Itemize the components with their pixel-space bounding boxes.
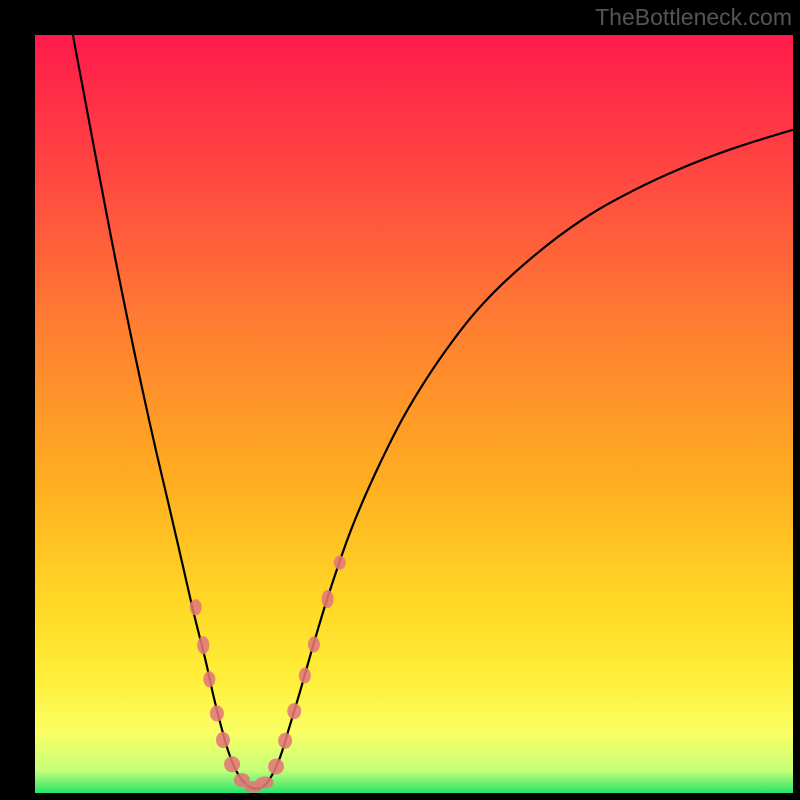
data-point — [322, 590, 334, 608]
watermark-text: TheBottleneck.com — [595, 4, 792, 31]
data-point — [197, 636, 209, 654]
chart-frame: TheBottleneck.com — [0, 0, 800, 800]
data-point — [334, 556, 346, 570]
data-point — [268, 758, 284, 774]
data-point — [256, 776, 274, 788]
data-point — [224, 756, 240, 772]
data-point — [216, 732, 230, 748]
data-point — [190, 599, 202, 615]
data-point — [203, 671, 215, 687]
chart-svg — [0, 0, 800, 800]
bottleneck-curve — [73, 35, 793, 789]
data-point — [278, 733, 292, 749]
data-point — [299, 668, 311, 684]
data-point — [210, 705, 224, 721]
data-point — [287, 703, 301, 719]
data-point — [308, 636, 320, 652]
